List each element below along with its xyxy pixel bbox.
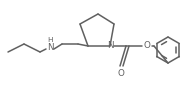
Text: O: O <box>144 41 151 50</box>
Text: O: O <box>118 69 124 79</box>
Text: N: N <box>107 41 113 50</box>
Text: N: N <box>47 42 53 52</box>
Text: H: H <box>47 37 53 43</box>
